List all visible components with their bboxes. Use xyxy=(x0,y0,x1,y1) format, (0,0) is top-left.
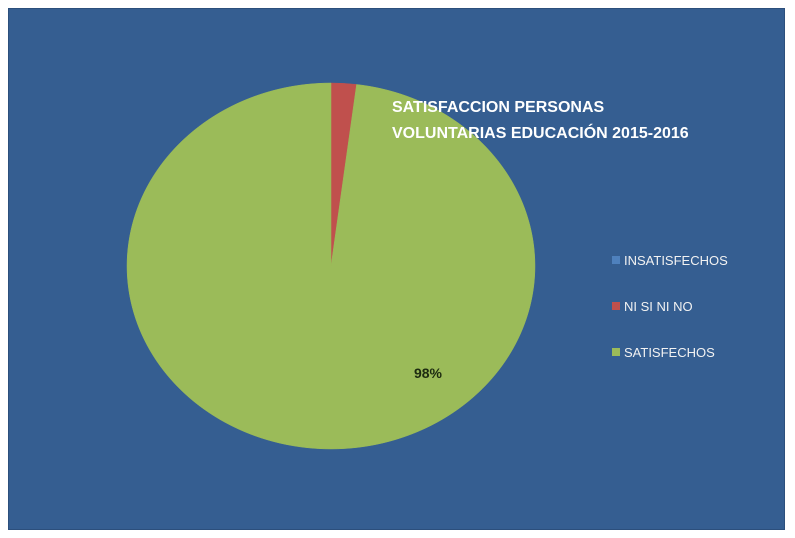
chart-title-line-1: SATISFACCION PERSONAS xyxy=(392,99,605,116)
legend-item-insatisfechos: INSATISFECHOS xyxy=(612,250,728,270)
pie-slice-satisfechos xyxy=(126,82,536,450)
legend-label-insatisfechos: INSATISFECHOS xyxy=(624,252,728,268)
legend-label-ni-si-ni-no: NI SI NI NO xyxy=(624,298,693,314)
chart-title-line-2: VOLUNTARIAS EDUCACIÓN 2015-2016 xyxy=(392,125,689,142)
legend-label-satisfechos: SATISFECHOS xyxy=(624,344,715,360)
legend-swatch-insatisfechos xyxy=(612,256,620,264)
legend-item-ni-si-ni-no: NI SI NI NO xyxy=(612,296,728,316)
data-label-satisfechos: 98% xyxy=(414,365,443,381)
legend-item-satisfechos: SATISFECHOS xyxy=(612,342,728,362)
chart-title: SATISFACCION PERSONAS VOLUNTARIAS EDUCAC… xyxy=(392,95,752,147)
legend: INSATISFECHOS NI SI NI NO SATISFECHOS xyxy=(612,250,728,388)
legend-swatch-ni-si-ni-no xyxy=(612,302,620,310)
legend-swatch-satisfechos xyxy=(612,348,620,356)
